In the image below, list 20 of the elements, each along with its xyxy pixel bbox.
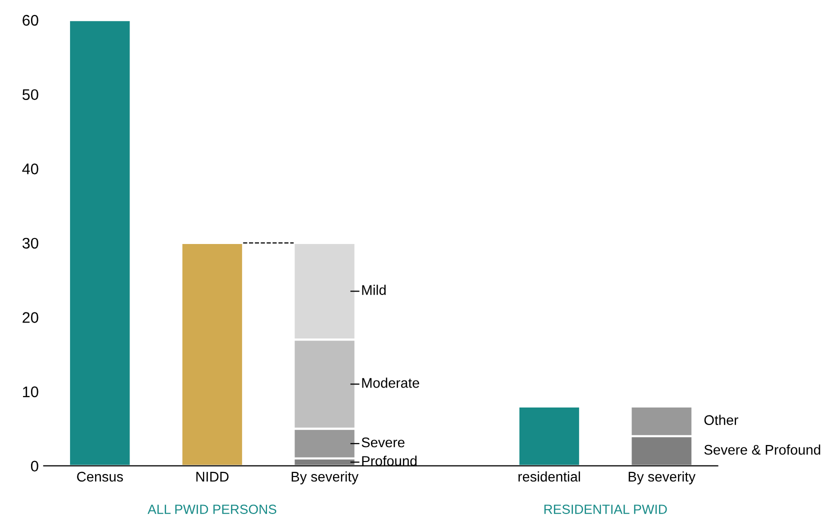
text: RESIDENTIAL PWID: [544, 504, 667, 514]
x-tick-label: By severity: [292, 471, 359, 484]
y-tick-label: 30: [22, 238, 38, 249]
y-tick-label: 20: [22, 312, 38, 323]
x-tick-label: residential: [518, 471, 580, 482]
y-tick-label: 0: [30, 460, 38, 472]
x-tick-label: Census: [77, 472, 123, 482]
series-label: Mild: [362, 284, 386, 295]
series-label: Moderate: [362, 378, 420, 388]
series-label: Severe: [362, 437, 404, 448]
y-tick-label: 50: [22, 89, 38, 100]
y-tick-label: 60: [22, 14, 38, 26]
x-tick-label: By severity: [628, 471, 696, 484]
y-tick-label: 40: [22, 164, 38, 174]
series-label: Other: [704, 414, 738, 426]
series-label: Profound: [362, 456, 417, 466]
text: ALL PWID PERSONS: [148, 504, 276, 514]
x-tick-label: NIDD: [196, 472, 229, 482]
y-tick-label: 10: [23, 386, 38, 398]
series-label: Severe & Profound: [704, 444, 820, 455]
